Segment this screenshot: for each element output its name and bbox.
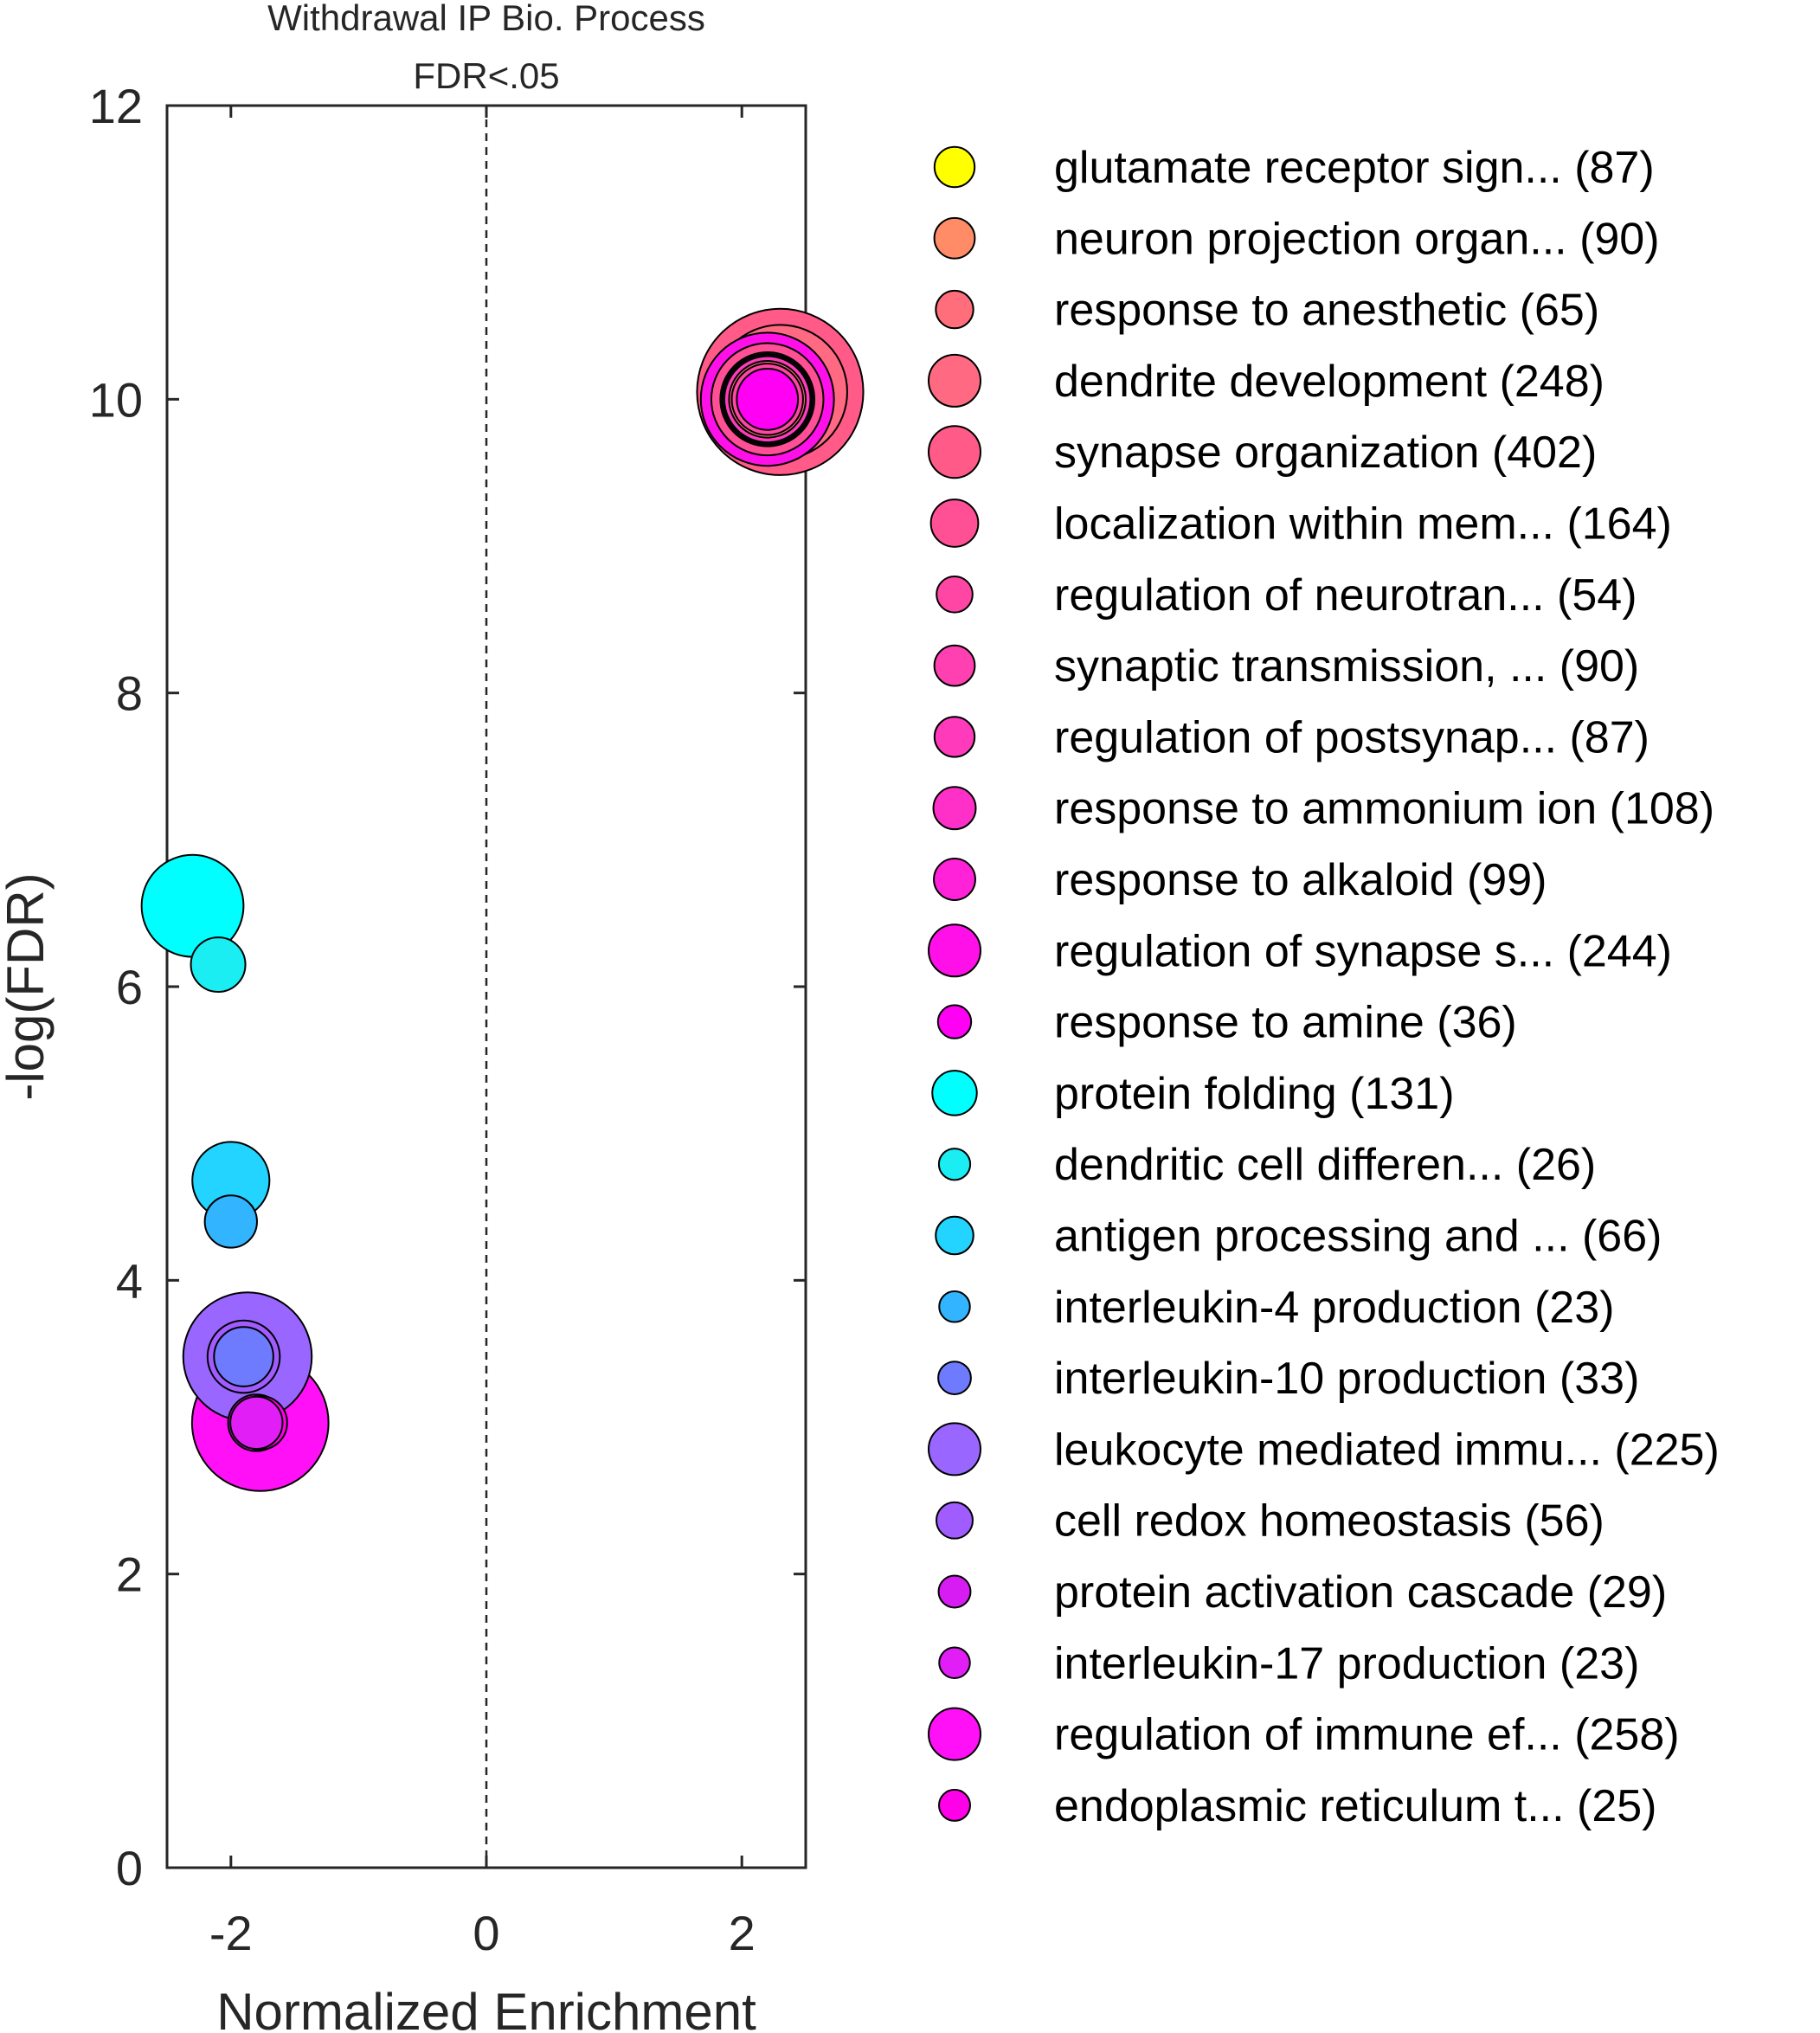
legend-entry: regulation of immune ef... (258) — [1054, 1710, 1680, 1760]
legend-entry: interleukin-17 production (23) — [1054, 1638, 1639, 1689]
legend-marker — [928, 425, 981, 479]
legend-entry: regulation of neurotran... (54) — [1054, 570, 1637, 621]
bubble-point — [213, 1326, 274, 1387]
y-tick-label: 2 — [116, 1547, 143, 1602]
legend-entry: response to ammonium ion (108) — [1054, 784, 1714, 834]
bubble-point — [190, 936, 247, 994]
chart-title-line-2: FDR<.05 — [413, 55, 559, 96]
bubble-point — [229, 1395, 284, 1451]
legend-entry: dendritic cell differen... (26) — [1054, 1140, 1596, 1190]
legend-marker — [933, 145, 976, 189]
legend-entry: neuron projection organ... (90) — [1054, 214, 1660, 264]
legend-entry: leukocyte mediated immu... (225) — [1054, 1425, 1720, 1475]
legend-marker — [933, 716, 976, 758]
legend-marker — [937, 1361, 972, 1395]
legend-marker — [928, 923, 981, 978]
x-tick-label: 0 — [473, 1906, 499, 1960]
legend-marker — [931, 1070, 978, 1116]
legend-marker — [935, 1215, 974, 1256]
legend-entry: endoplasmic reticulum t... (25) — [1054, 1781, 1657, 1831]
legend-entry: regulation of synapse s... (244) — [1054, 926, 1672, 976]
x-tick-label: -2 — [209, 1906, 253, 1960]
y-axis-label: -log(FDR) — [0, 872, 55, 1100]
legend-entry: response to anesthetic (65) — [1054, 286, 1599, 336]
legend-marker — [937, 1574, 972, 1609]
legend-entry: protein activation cascade (29) — [1054, 1567, 1667, 1618]
legend-marker — [936, 1501, 974, 1540]
legend-entry: protein folding (131) — [1054, 1069, 1455, 1119]
legend-entry: response to amine (36) — [1054, 998, 1517, 1048]
legend-marker — [937, 1148, 972, 1181]
legend-marker — [933, 644, 976, 687]
legend-marker — [929, 499, 980, 548]
y-tick-label: 6 — [116, 960, 143, 1014]
legend-entry: synaptic transmission, ... (90) — [1054, 641, 1639, 692]
legend-marker — [928, 1707, 981, 1761]
y-tick-label: 0 — [116, 1841, 143, 1895]
x-tick-label: 2 — [729, 1906, 756, 1960]
legend-marker — [936, 1004, 973, 1039]
legend-entry: cell redox homeostasis (56) — [1054, 1496, 1605, 1547]
legend-entry: dendrite development (248) — [1054, 357, 1605, 407]
legend-entry: synapse organization (402) — [1054, 428, 1597, 478]
legend-marker — [928, 353, 981, 408]
legend-entry: interleukin-10 production (33) — [1054, 1354, 1639, 1404]
legend-entry: antigen processing and ... (66) — [1054, 1212, 1662, 1262]
y-tick-label: 12 — [89, 79, 143, 133]
legend-marker — [933, 216, 976, 260]
y-tick-label: 10 — [89, 372, 143, 427]
legend-marker — [938, 1788, 971, 1822]
chart-title-line-1: Withdrawal IP Bio. Process — [267, 0, 705, 38]
y-tick-label: 4 — [116, 1253, 143, 1308]
legend-marker — [928, 1422, 981, 1476]
legend-marker — [938, 1290, 971, 1323]
legend-marker — [935, 289, 974, 330]
x-axis-label: Normalized Enrichment — [216, 1983, 756, 2033]
legend-entry: localization within mem... (164) — [1054, 499, 1672, 550]
y-tick-label: 8 — [116, 666, 143, 721]
legend-marker — [932, 786, 977, 831]
legend-marker — [938, 1646, 971, 1680]
bubble-point — [203, 1194, 258, 1249]
legend-entry: interleukin-4 production (23) — [1054, 1283, 1614, 1333]
legend-marker — [933, 858, 976, 901]
legend-marker — [936, 575, 974, 614]
legend-entry: glutamate receptor sign... (87) — [1054, 143, 1655, 193]
legend-entry: regulation of postsynap... (87) — [1054, 712, 1650, 762]
bubble-point — [736, 367, 800, 431]
legend-entry: response to alkaloid (99) — [1054, 855, 1547, 905]
